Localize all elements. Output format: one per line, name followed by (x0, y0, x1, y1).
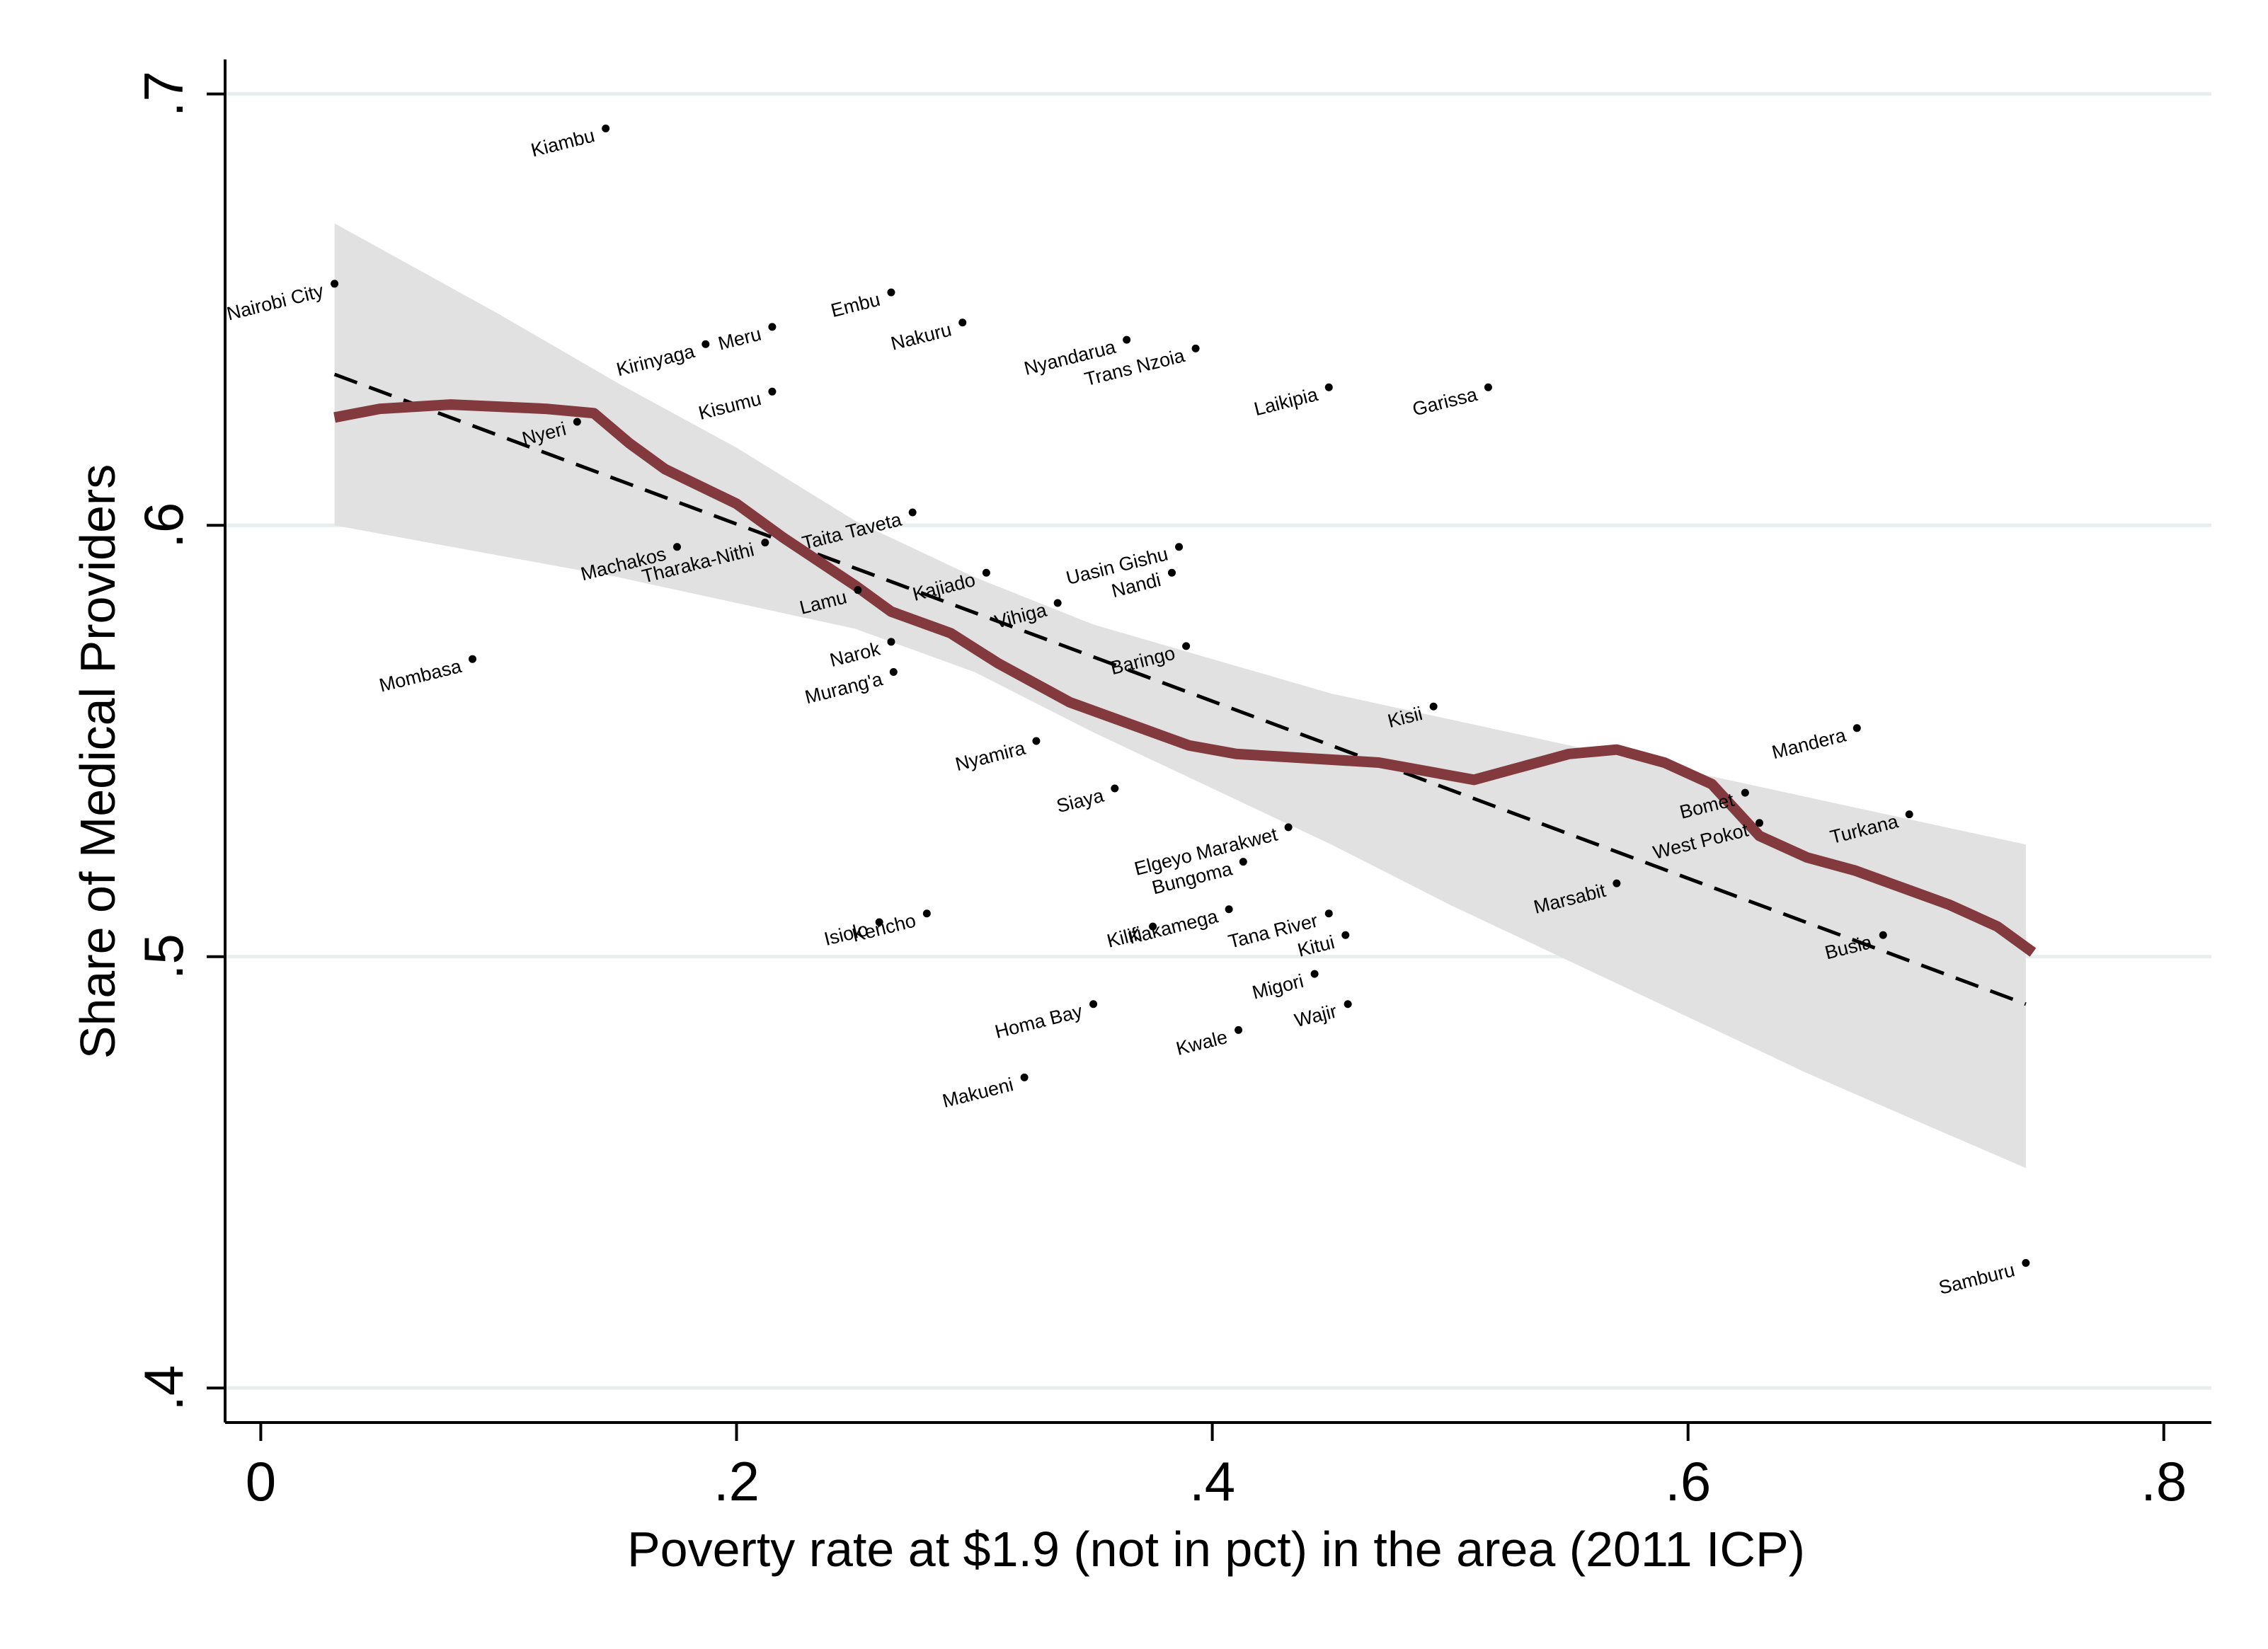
point-marker (2022, 1258, 2030, 1267)
y-tick-label: .5 (132, 933, 195, 979)
point-marker (1191, 344, 1200, 352)
point-marker (672, 543, 681, 551)
point-marker (887, 638, 895, 646)
x-tick-label: .8 (2141, 1450, 2187, 1512)
point-marker (1182, 642, 1191, 650)
point-marker (602, 125, 610, 133)
y-tick-label: .4 (132, 1365, 195, 1411)
point-marker (1089, 1000, 1098, 1009)
point-marker (1284, 823, 1293, 832)
point-marker (1429, 702, 1438, 711)
point-marker (1756, 819, 1764, 827)
point-marker (958, 318, 967, 327)
point-marker (1020, 1073, 1029, 1081)
point-marker (1852, 724, 1861, 732)
y-tick-label: .6 (132, 502, 195, 548)
fit-line-layer (333, 372, 2027, 1006)
point-marker (875, 918, 883, 926)
point-marker (982, 568, 990, 577)
point-marker (331, 280, 339, 288)
point-marker (573, 418, 581, 426)
point-marker (1324, 383, 1333, 391)
linear-fit-line (333, 372, 2027, 1006)
point-marker (1324, 909, 1333, 918)
point-marker (922, 909, 931, 918)
x-tick-label: 0 (246, 1450, 276, 1512)
point-marker (1344, 1000, 1352, 1009)
point-marker (1225, 905, 1233, 914)
point-marker (1175, 543, 1184, 551)
point-marker (1879, 931, 1887, 939)
smoother-layer (333, 399, 2037, 957)
point-marker (1613, 879, 1621, 887)
point-marker (889, 667, 898, 676)
point-marker (1341, 931, 1350, 939)
point-marker (768, 387, 777, 396)
point-marker (854, 586, 862, 594)
x-tick-label: .4 (1189, 1450, 1235, 1512)
point-marker (1111, 784, 1119, 793)
point-marker (768, 323, 777, 331)
x-axis-title: Poverty rate at $1.9 (not in pct) in the… (627, 1522, 1805, 1577)
point-marker (1235, 1025, 1243, 1034)
y-tick-label: .7 (132, 71, 195, 117)
point-marker (1741, 788, 1749, 797)
x-tick-label: .2 (714, 1450, 760, 1512)
point-marker (887, 288, 895, 297)
point-marker (1032, 737, 1041, 745)
confidence-band-layer (334, 223, 2026, 1168)
point-marker (468, 655, 476, 663)
point-marker (761, 539, 769, 547)
confidence-band (334, 223, 2026, 1168)
local-smoother-line (333, 399, 2037, 957)
point-marker (908, 508, 917, 517)
point-marker (1053, 599, 1062, 607)
point-marker (1239, 858, 1247, 866)
point-marker (701, 340, 710, 348)
point-marker (1167, 568, 1176, 577)
point-marker (1484, 383, 1492, 391)
point-marker (1310, 970, 1319, 978)
y-axis-title: Share of Medical Providers (70, 464, 125, 1059)
x-tick-label: .6 (1665, 1450, 1711, 1512)
point-marker (1905, 810, 1913, 819)
point-marker (1123, 335, 1131, 344)
point-marker (1149, 922, 1157, 931)
axes: 0 .2 .4 .6 .8 .4 .5 .6 .7 (132, 59, 2211, 1512)
